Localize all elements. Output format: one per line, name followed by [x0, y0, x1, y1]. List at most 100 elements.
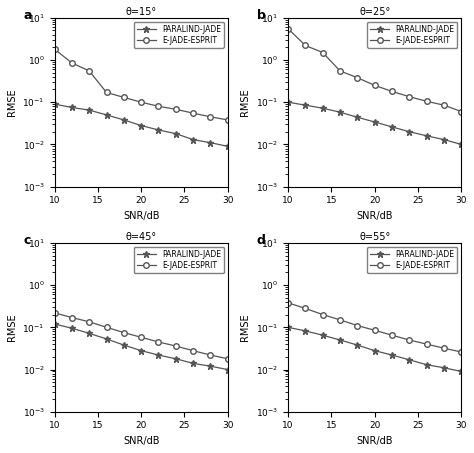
E-JADE-ESPRIT — [372, 328, 377, 333]
X-axis label: SNR/dB: SNR/dB — [356, 436, 393, 446]
Text: a: a — [23, 9, 32, 22]
E-JADE-ESPRIT — [138, 100, 144, 105]
E-JADE-ESPRIT — [424, 99, 429, 104]
PARALIND-JADE — [372, 119, 377, 125]
Legend: PARALIND-JADE, E-JADE-ESPRIT: PARALIND-JADE, E-JADE-ESPRIT — [134, 22, 224, 48]
PARALIND-JADE — [121, 342, 127, 348]
Y-axis label: RMSE: RMSE — [240, 313, 250, 341]
PARALIND-JADE — [52, 101, 57, 107]
E-JADE-ESPRIT — [86, 68, 92, 74]
Title: θ=45°: θ=45° — [126, 232, 157, 242]
PARALIND-JADE — [285, 100, 291, 105]
E-JADE-ESPRIT — [104, 90, 109, 95]
Legend: PARALIND-JADE, E-JADE-ESPRIT: PARALIND-JADE, E-JADE-ESPRIT — [134, 246, 224, 273]
PARALIND-JADE — [225, 367, 231, 372]
PARALIND-JADE — [320, 333, 326, 338]
PARALIND-JADE — [86, 107, 92, 113]
PARALIND-JADE — [407, 129, 412, 135]
Line: E-JADE-ESPRIT: E-JADE-ESPRIT — [52, 46, 230, 123]
PARALIND-JADE — [69, 105, 75, 110]
E-JADE-ESPRIT — [173, 106, 179, 112]
E-JADE-ESPRIT — [355, 323, 360, 328]
E-JADE-ESPRIT — [285, 26, 291, 31]
E-JADE-ESPRIT — [458, 109, 464, 114]
PARALIND-JADE — [208, 363, 213, 369]
PARALIND-JADE — [138, 123, 144, 128]
E-JADE-ESPRIT — [355, 75, 360, 81]
E-JADE-ESPRIT — [337, 317, 343, 323]
Legend: PARALIND-JADE, E-JADE-ESPRIT: PARALIND-JADE, E-JADE-ESPRIT — [367, 22, 457, 48]
PARALIND-JADE — [302, 102, 308, 108]
PARALIND-JADE — [208, 140, 213, 145]
Text: c: c — [23, 234, 31, 247]
Y-axis label: RMSE: RMSE — [7, 313, 17, 341]
PARALIND-JADE — [441, 365, 447, 371]
E-JADE-ESPRIT — [138, 335, 144, 340]
E-JADE-ESPRIT — [441, 102, 447, 108]
PARALIND-JADE — [173, 131, 179, 136]
PARALIND-JADE — [337, 337, 343, 343]
Line: E-JADE-ESPRIT: E-JADE-ESPRIT — [52, 310, 230, 361]
PARALIND-JADE — [424, 362, 429, 367]
E-JADE-ESPRIT — [69, 60, 75, 66]
PARALIND-JADE — [104, 112, 109, 118]
E-JADE-ESPRIT — [86, 319, 92, 324]
E-JADE-ESPRIT — [407, 337, 412, 343]
PARALIND-JADE — [372, 348, 377, 353]
Line: PARALIND-JADE: PARALIND-JADE — [284, 324, 465, 375]
E-JADE-ESPRIT — [208, 352, 213, 358]
PARALIND-JADE — [155, 127, 161, 133]
PARALIND-JADE — [86, 331, 92, 336]
E-JADE-ESPRIT — [302, 306, 308, 311]
PARALIND-JADE — [355, 115, 360, 120]
PARALIND-JADE — [389, 352, 395, 358]
PARALIND-JADE — [458, 142, 464, 147]
Line: E-JADE-ESPRIT: E-JADE-ESPRIT — [285, 26, 464, 114]
Line: PARALIND-JADE: PARALIND-JADE — [51, 101, 231, 150]
PARALIND-JADE — [407, 357, 412, 362]
PARALIND-JADE — [424, 133, 429, 139]
E-JADE-ESPRIT — [121, 330, 127, 335]
PARALIND-JADE — [355, 342, 360, 348]
E-JADE-ESPRIT — [285, 300, 291, 305]
E-JADE-ESPRIT — [389, 89, 395, 94]
E-JADE-ESPRIT — [424, 342, 429, 347]
Line: PARALIND-JADE: PARALIND-JADE — [284, 99, 465, 148]
PARALIND-JADE — [337, 110, 343, 115]
PARALIND-JADE — [138, 348, 144, 353]
X-axis label: SNR/dB: SNR/dB — [123, 211, 159, 221]
PARALIND-JADE — [190, 137, 196, 142]
E-JADE-ESPRIT — [320, 50, 326, 55]
E-JADE-ESPRIT — [407, 94, 412, 99]
PARALIND-JADE — [320, 106, 326, 111]
E-JADE-ESPRIT — [225, 117, 231, 123]
E-JADE-ESPRIT — [441, 346, 447, 351]
PARALIND-JADE — [173, 356, 179, 361]
PARALIND-JADE — [155, 352, 161, 358]
E-JADE-ESPRIT — [320, 312, 326, 317]
E-JADE-ESPRIT — [208, 114, 213, 120]
PARALIND-JADE — [69, 326, 75, 331]
PARALIND-JADE — [121, 117, 127, 123]
E-JADE-ESPRIT — [372, 82, 377, 88]
PARALIND-JADE — [52, 321, 57, 327]
PARALIND-JADE — [389, 124, 395, 130]
E-JADE-ESPRIT — [173, 343, 179, 349]
Legend: PARALIND-JADE, E-JADE-ESPRIT: PARALIND-JADE, E-JADE-ESPRIT — [367, 246, 457, 273]
Y-axis label: RMSE: RMSE — [240, 88, 250, 116]
PARALIND-JADE — [441, 137, 447, 142]
E-JADE-ESPRIT — [389, 333, 395, 338]
E-JADE-ESPRIT — [155, 104, 161, 109]
E-JADE-ESPRIT — [337, 68, 343, 74]
E-JADE-ESPRIT — [190, 111, 196, 116]
E-JADE-ESPRIT — [121, 95, 127, 100]
E-JADE-ESPRIT — [190, 348, 196, 353]
X-axis label: SNR/dB: SNR/dB — [356, 211, 393, 221]
E-JADE-ESPRIT — [69, 315, 75, 320]
PARALIND-JADE — [302, 328, 308, 334]
E-JADE-ESPRIT — [302, 43, 308, 48]
PARALIND-JADE — [225, 144, 231, 149]
Line: PARALIND-JADE: PARALIND-JADE — [51, 320, 231, 373]
E-JADE-ESPRIT — [104, 325, 109, 330]
Text: b: b — [257, 9, 266, 22]
